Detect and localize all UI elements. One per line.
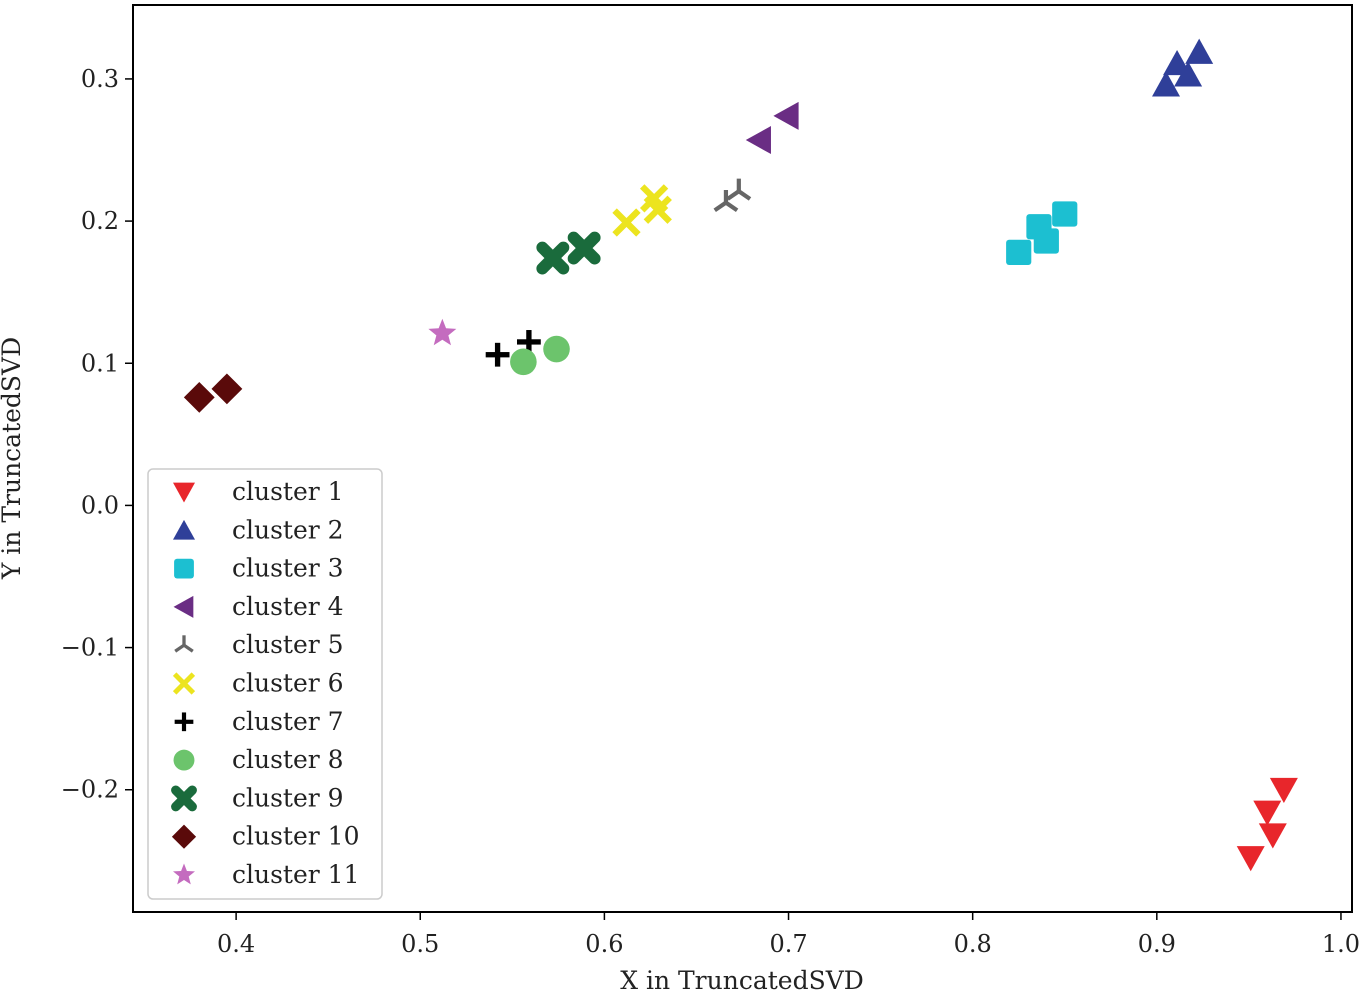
series-cluster-11: [428, 318, 457, 346]
legend-item: cluster 3: [174, 554, 344, 583]
legend-label: cluster 8: [232, 745, 344, 774]
legend-marker: [174, 635, 194, 653]
data-point: [536, 241, 570, 275]
data-point: [543, 335, 570, 363]
legend-item: cluster 4: [173, 592, 344, 621]
data-point: [1253, 800, 1282, 826]
x-tick-label: 0.7: [769, 930, 807, 958]
y-tick-label: −0.1: [61, 634, 119, 662]
data-point: [1033, 228, 1059, 254]
legend-item: cluster 9: [171, 783, 344, 812]
legend-marker: [172, 672, 196, 695]
legend-label: cluster 4: [232, 592, 344, 621]
legend-label: cluster 11: [232, 860, 359, 889]
legend-marker: [174, 712, 194, 732]
data-point: [485, 342, 510, 367]
legend-marker: [173, 482, 195, 503]
x-tick-label: 0.6: [585, 930, 623, 958]
data-point: [1006, 239, 1032, 265]
legend-item: cluster 10: [171, 822, 359, 851]
plot-area: [132, 4, 1353, 913]
data-point: [516, 330, 541, 354]
series-cluster-9: [536, 231, 601, 275]
legend-marker: [173, 595, 194, 618]
data-point: [428, 318, 457, 346]
legend-marker: [173, 519, 195, 540]
series-cluster-8: [510, 335, 570, 376]
legend-item: cluster 1: [173, 477, 344, 506]
data-point: [1152, 71, 1181, 97]
legend-label: cluster 7: [232, 707, 344, 736]
data-point: [1052, 201, 1078, 227]
data-point: [510, 348, 537, 376]
x-tick-label: 0.4: [217, 930, 255, 958]
data-point: [1185, 38, 1214, 64]
data-points: [183, 38, 1298, 872]
legend-marker: [173, 863, 195, 885]
axis-ticks: 0.4 0.5 0.6 0.7 0.8 0.9 1.0 −0.2 −0.1 0.0 0.1 0.2 0.…: [61, 65, 1360, 958]
series-cluster-3: [1006, 201, 1078, 265]
y-tick-label: −0.2: [61, 776, 119, 804]
data-point: [643, 195, 672, 224]
series-cluster-5: [713, 178, 752, 213]
data-point: [1269, 777, 1298, 804]
x-tick-label: 0.9: [1138, 930, 1176, 958]
legend-item: cluster 5: [174, 630, 344, 659]
legend-marker: [171, 785, 197, 812]
y-axis-label: Y in TruncatedSVD: [0, 337, 26, 580]
x-tick-label: 0.5: [401, 930, 439, 958]
legend-label: cluster 9: [232, 783, 344, 812]
x-tick-label: 1.0: [1322, 930, 1360, 958]
series-cluster-1: [1236, 777, 1298, 872]
legend-item: cluster 7: [174, 707, 344, 736]
legend-marker: [174, 558, 194, 579]
data-point: [1258, 823, 1287, 849]
legend-label: cluster 10: [232, 822, 359, 851]
x-axis-label: X in TruncatedSVD: [620, 966, 864, 993]
y-tick-label: 0.2: [81, 207, 119, 235]
legend-label: cluster 6: [232, 669, 344, 698]
data-point: [745, 126, 771, 155]
legend-label: cluster 3: [232, 554, 344, 583]
data-point: [612, 208, 641, 237]
data-point: [183, 381, 215, 413]
legend-label: cluster 5: [232, 630, 344, 659]
data-point: [1174, 61, 1203, 87]
series-cluster-10: [183, 373, 243, 413]
legend-label: cluster 1: [232, 477, 344, 506]
data-point: [211, 373, 243, 405]
legend-label: cluster 2: [232, 515, 344, 544]
legend-item: cluster 2: [173, 515, 344, 544]
data-point: [726, 178, 752, 201]
y-tick-label: 0.1: [81, 349, 119, 377]
legend-item: cluster 11: [173, 860, 359, 889]
data-point: [773, 101, 799, 130]
legend-item: cluster 8: [173, 745, 344, 774]
legend: cluster 1 cluster 2 cluster 3 cluster 4 clus…: [147, 468, 383, 900]
y-tick-label: 0.3: [81, 65, 119, 93]
legend-item: cluster 6: [172, 669, 344, 698]
legend-marker: [173, 749, 195, 771]
data-point: [713, 190, 739, 213]
data-point: [567, 231, 601, 265]
legend-box: [147, 468, 383, 900]
series-cluster-4: [745, 101, 799, 155]
series-cluster-6: [612, 184, 672, 237]
data-point: [1236, 846, 1265, 872]
series-cluster-2: [1152, 38, 1214, 97]
y-tick-label: 0.0: [81, 491, 119, 519]
x-tick-label: 0.8: [954, 930, 992, 958]
legend-marker: [171, 824, 197, 849]
series-cluster-7: [485, 330, 541, 367]
